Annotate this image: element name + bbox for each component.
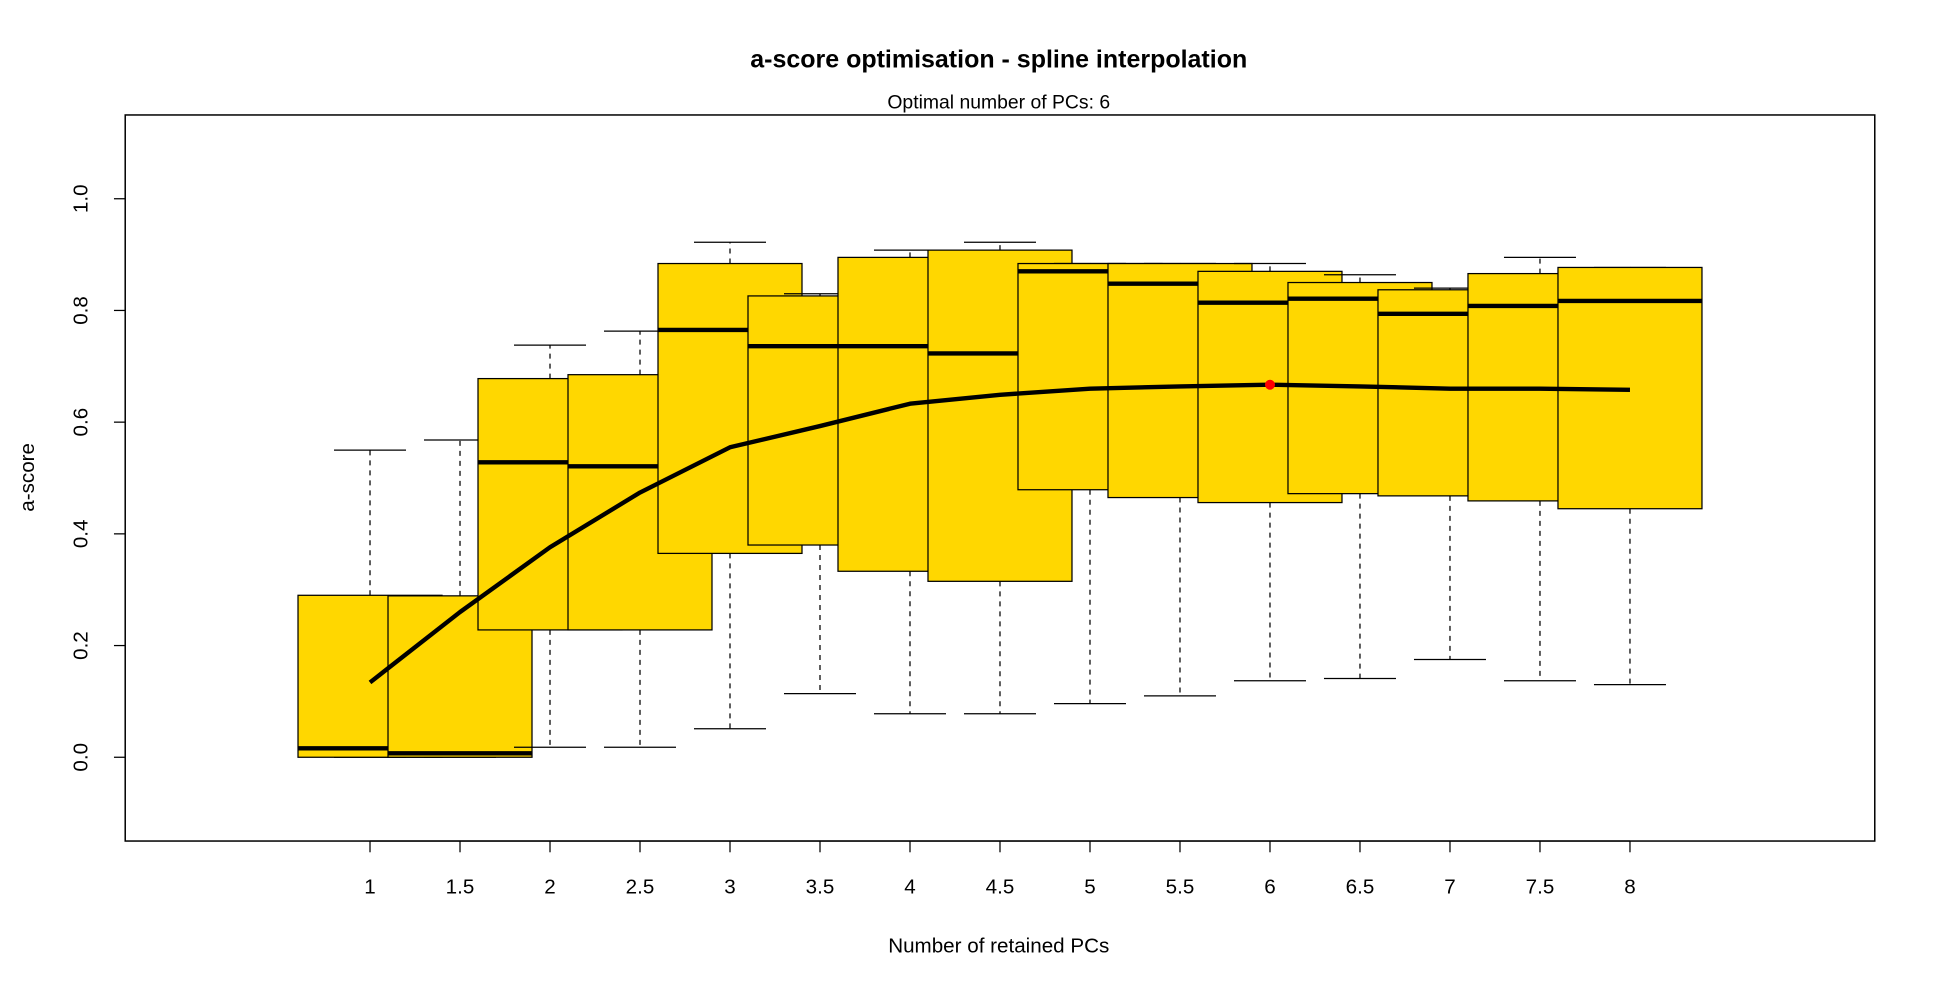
x-axis-label: Number of retained PCs: [888, 934, 1109, 957]
x-tick-label: 4.5: [986, 876, 1015, 899]
spline-line: [368, 382, 1631, 685]
x-tick-label: 8: [1624, 876, 1635, 899]
y-tick-label: 0.6: [70, 408, 93, 437]
y-tick-label: 0.4: [70, 520, 93, 549]
x-tick-label: 7.5: [1526, 876, 1555, 899]
box-8: [1557, 266, 1703, 686]
y-tick-label: 0.8: [70, 296, 93, 325]
x-tick-label: 3: [724, 876, 735, 899]
optimum-point: [1264, 379, 1275, 390]
y-tick-label: 0.0: [70, 743, 93, 772]
y-axis-label: a-score: [16, 443, 39, 512]
x-tick-label: 2.5: [626, 876, 655, 899]
y-tick-label: 0.2: [70, 631, 93, 660]
chart-title: a-score optimisation - spline interpolat…: [750, 45, 1247, 73]
x-tick-label: 6.5: [1346, 876, 1375, 899]
plot-frame: [124, 114, 1876, 842]
x-tick-label: 4: [904, 876, 915, 899]
x-tick-label: 5.5: [1166, 876, 1195, 899]
x-tick-label: 1: [364, 876, 375, 899]
x-tick-label: 6: [1264, 876, 1275, 899]
x-tick-label: 7: [1444, 876, 1455, 899]
y-tick-label: 1.0: [70, 184, 93, 213]
x-tick-label: 2: [544, 876, 555, 899]
chart-subtitle: Optimal number of PCs: 6: [887, 92, 1110, 114]
x-tick-label: 1.5: [446, 876, 475, 899]
x-tick-label: 5: [1084, 876, 1095, 899]
x-tick-label: 3.5: [806, 876, 835, 899]
